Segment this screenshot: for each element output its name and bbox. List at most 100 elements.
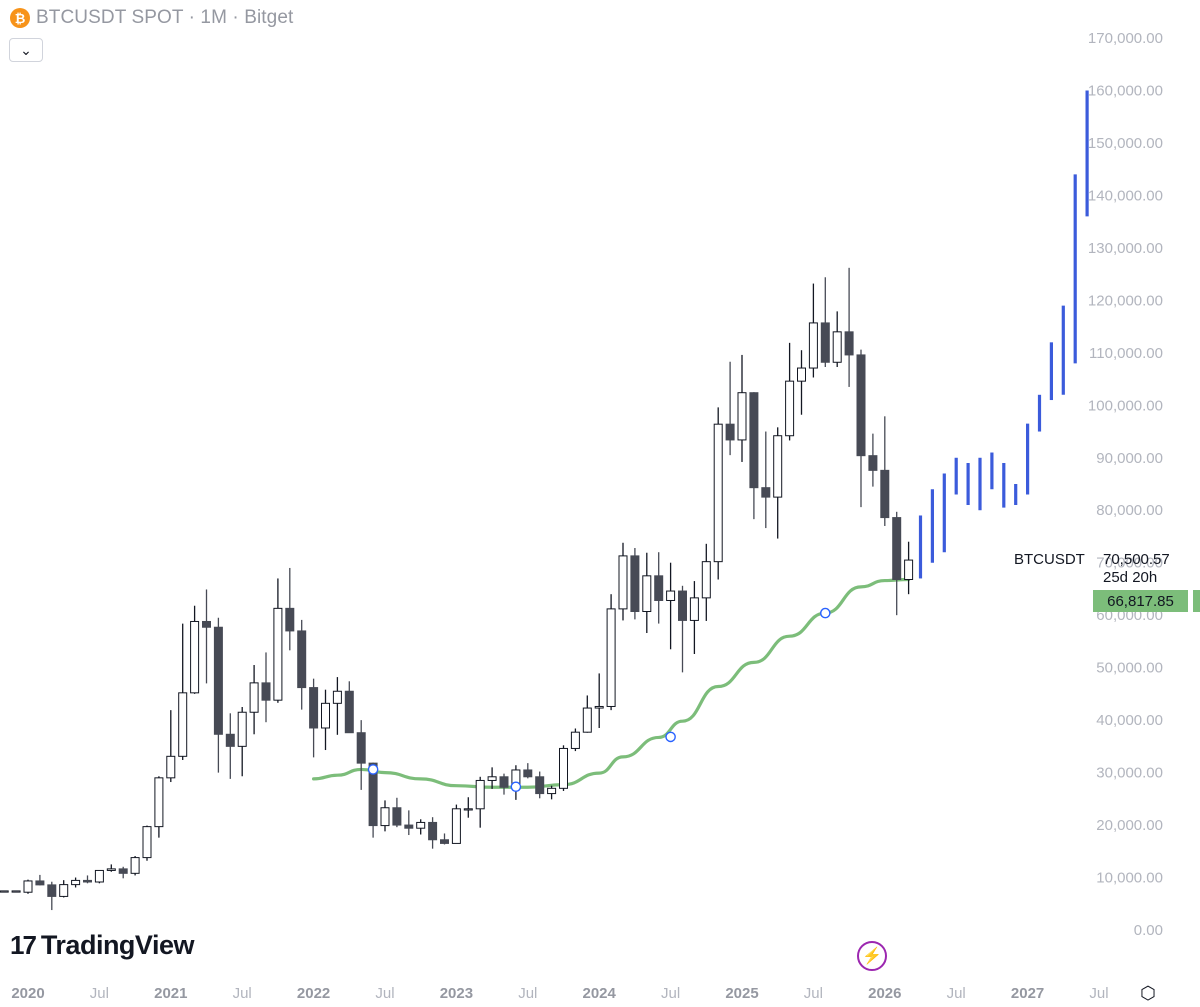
candle-body <box>547 787 557 795</box>
candle-body <box>23 880 33 893</box>
candle-body <box>749 392 759 489</box>
candle-body <box>59 884 69 897</box>
x-tick-label: 2026 <box>868 985 901 1002</box>
y-tick-label: 120,000.00 <box>1088 292 1163 309</box>
y-tick-label: 100,000.00 <box>1088 397 1163 414</box>
candle-body <box>797 367 806 382</box>
candle <box>630 548 640 620</box>
y-tick-label: 70,000.00 <box>1096 555 1163 572</box>
x-tick-label: Jul <box>90 985 109 1002</box>
ma-marker <box>510 781 522 793</box>
candle <box>273 578 283 703</box>
candle-body <box>773 435 783 498</box>
settings-button[interactable]: ⬡ <box>1137 982 1159 1004</box>
candle-body <box>83 879 92 883</box>
projection-layer <box>918 90 1089 579</box>
candle-body <box>392 807 402 826</box>
candle-body <box>475 779 485 810</box>
price-axis[interactable]: 0.00 10,000.00 20,000.00 30,000.00 40,000.00… <box>1088 30 1163 939</box>
x-tick-label: 2021 <box>154 985 187 1002</box>
candle <box>344 681 354 734</box>
candle <box>368 762 378 838</box>
x-tick-label: Jul <box>661 985 680 1002</box>
candle <box>106 864 116 872</box>
candle-body <box>309 687 319 729</box>
candle-body <box>380 807 390 827</box>
tradingview-mark-icon: 17 <box>10 930 37 960</box>
candle-body <box>130 857 140 874</box>
candle-body <box>404 824 414 829</box>
lightning-button[interactable]: ⚡ <box>857 941 887 971</box>
collapse-legend-button[interactable]: ⌄ <box>9 38 43 62</box>
y-tick-label: 0.00 <box>1134 922 1163 939</box>
candle-body <box>630 555 640 613</box>
chevron-down-icon: ⌄ <box>20 41 32 58</box>
candle <box>59 880 69 898</box>
candle <box>654 552 664 624</box>
candle-body <box>892 517 902 580</box>
candle-body <box>225 733 235 747</box>
candle-body <box>47 884 57 897</box>
candle <box>249 665 259 735</box>
y-tick-label: 30,000.00 <box>1096 765 1163 782</box>
candle <box>713 407 723 580</box>
y-tick-label: 90,000.00 <box>1096 450 1163 467</box>
candle-body <box>618 555 628 610</box>
x-tick-label: 2023 <box>440 985 473 1002</box>
candle <box>773 427 783 539</box>
candle-body <box>654 575 664 601</box>
candle-body <box>678 590 687 621</box>
candle <box>785 342 795 441</box>
candle <box>475 776 485 828</box>
ma-marker <box>367 764 379 775</box>
candle-body <box>487 776 497 781</box>
candle <box>309 678 319 758</box>
candle <box>225 713 235 779</box>
tradingview-wordmark: TradingView <box>40 930 195 960</box>
candle-body <box>440 839 449 844</box>
chart-header: ₿ BTCUSDT SPOT · 1M · Bitget <box>10 6 293 30</box>
x-tick-label: Jul <box>1089 985 1108 1002</box>
candle <box>678 585 687 673</box>
candle-body <box>844 331 854 356</box>
candle <box>332 677 342 735</box>
candle <box>559 745 568 791</box>
candle-body <box>856 354 866 457</box>
candle-body <box>321 702 330 729</box>
tradingview-logo[interactable]: 17 TradingView <box>10 930 194 961</box>
candle-body <box>94 869 104 883</box>
time-axis[interactable]: 2020 Jul 2021 Jul 2022 Jul 2023 Jul 2024 Jul 2025 J… <box>11 985 1108 1002</box>
candle <box>451 804 461 844</box>
x-tick-label: 2022 <box>297 985 330 1002</box>
y-tick-label: 40,000.00 <box>1096 712 1163 729</box>
candle <box>83 875 92 884</box>
candle-body <box>261 682 271 701</box>
ma-value-badge: 66,817.85 <box>1093 590 1188 612</box>
candle <box>297 619 307 710</box>
ma-marker <box>820 607 831 619</box>
candle <box>606 594 616 711</box>
candle-body <box>344 690 354 734</box>
symbol-title[interactable]: BTCUSDT SPOT · 1M · Bitget <box>36 7 294 28</box>
y-tick-label: 110,000.00 <box>1089 345 1163 362</box>
candle <box>190 605 200 694</box>
candle-body <box>904 559 914 580</box>
x-tick-label: 2020 <box>11 985 44 1002</box>
y-tick-label: 140,000.00 <box>1088 187 1163 204</box>
candle-body <box>213 626 223 735</box>
candle <box>689 581 699 655</box>
candle <box>202 589 211 684</box>
candle-body <box>499 776 509 788</box>
candle-body <box>713 423 723 563</box>
candle-body <box>0 890 9 893</box>
x-tick-label: 2025 <box>725 985 758 1002</box>
candle <box>499 773 509 795</box>
candle <box>154 776 164 838</box>
ma-marker <box>665 731 676 743</box>
ma-badge-tick <box>1193 590 1200 612</box>
candle-body <box>594 705 604 709</box>
candle <box>749 392 759 520</box>
candle-body <box>273 607 283 701</box>
candle-body <box>356 732 366 764</box>
